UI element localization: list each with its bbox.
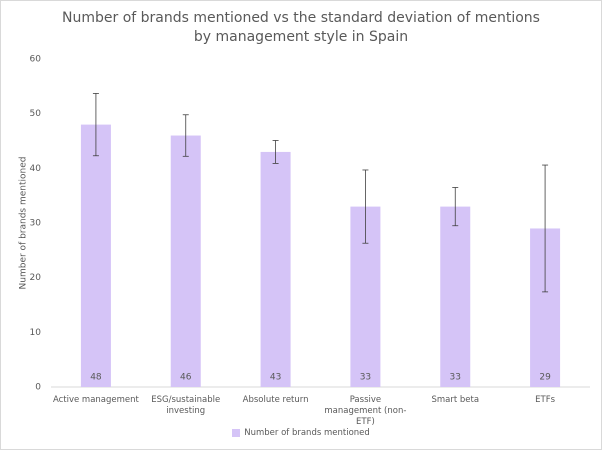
x-tick-label: ETFs xyxy=(535,395,556,405)
x-tick-label: Smart beta xyxy=(431,395,480,405)
data-label: 33 xyxy=(450,373,461,383)
error-bar xyxy=(92,93,99,157)
legend-swatch xyxy=(232,428,241,437)
x-tick-label: Active management xyxy=(52,395,139,405)
bar xyxy=(170,135,201,387)
bar xyxy=(260,151,291,387)
y-tick-label: 20 xyxy=(30,273,42,283)
x-tick-label: Passive management (non-ETF) xyxy=(324,395,407,427)
data-label: 48 xyxy=(90,373,102,383)
error-bar xyxy=(182,114,189,157)
data-label: 43 xyxy=(270,373,281,383)
bar xyxy=(440,206,471,387)
x-tick-label: ESG/sustainable investing xyxy=(151,395,221,416)
data-label: 46 xyxy=(180,373,192,383)
bar xyxy=(80,124,111,387)
y-axis-label: Number of brands mentioned xyxy=(19,157,29,290)
legend-label: Number of brands mentioned xyxy=(244,428,370,438)
y-tick-label: 40 xyxy=(30,164,42,174)
y-tick-label: 30 xyxy=(30,219,42,229)
y-tick-label: 50 xyxy=(30,109,42,119)
y-tick-label: 10 xyxy=(30,328,42,338)
error-bar xyxy=(542,164,549,293)
y-tick-label: 60 xyxy=(30,55,42,65)
data-label: 29 xyxy=(539,373,551,383)
y-tick-label: 0 xyxy=(35,383,41,393)
error-bar xyxy=(452,187,459,227)
chart-title: Number of brands mentioned vs the standa… xyxy=(62,10,540,45)
x-tick-label: Absolute return xyxy=(242,395,309,405)
error-bar xyxy=(362,169,369,244)
legend: Number of brands mentioned xyxy=(1,428,601,438)
error-bar xyxy=(272,140,279,164)
data-label: 33 xyxy=(360,373,371,383)
